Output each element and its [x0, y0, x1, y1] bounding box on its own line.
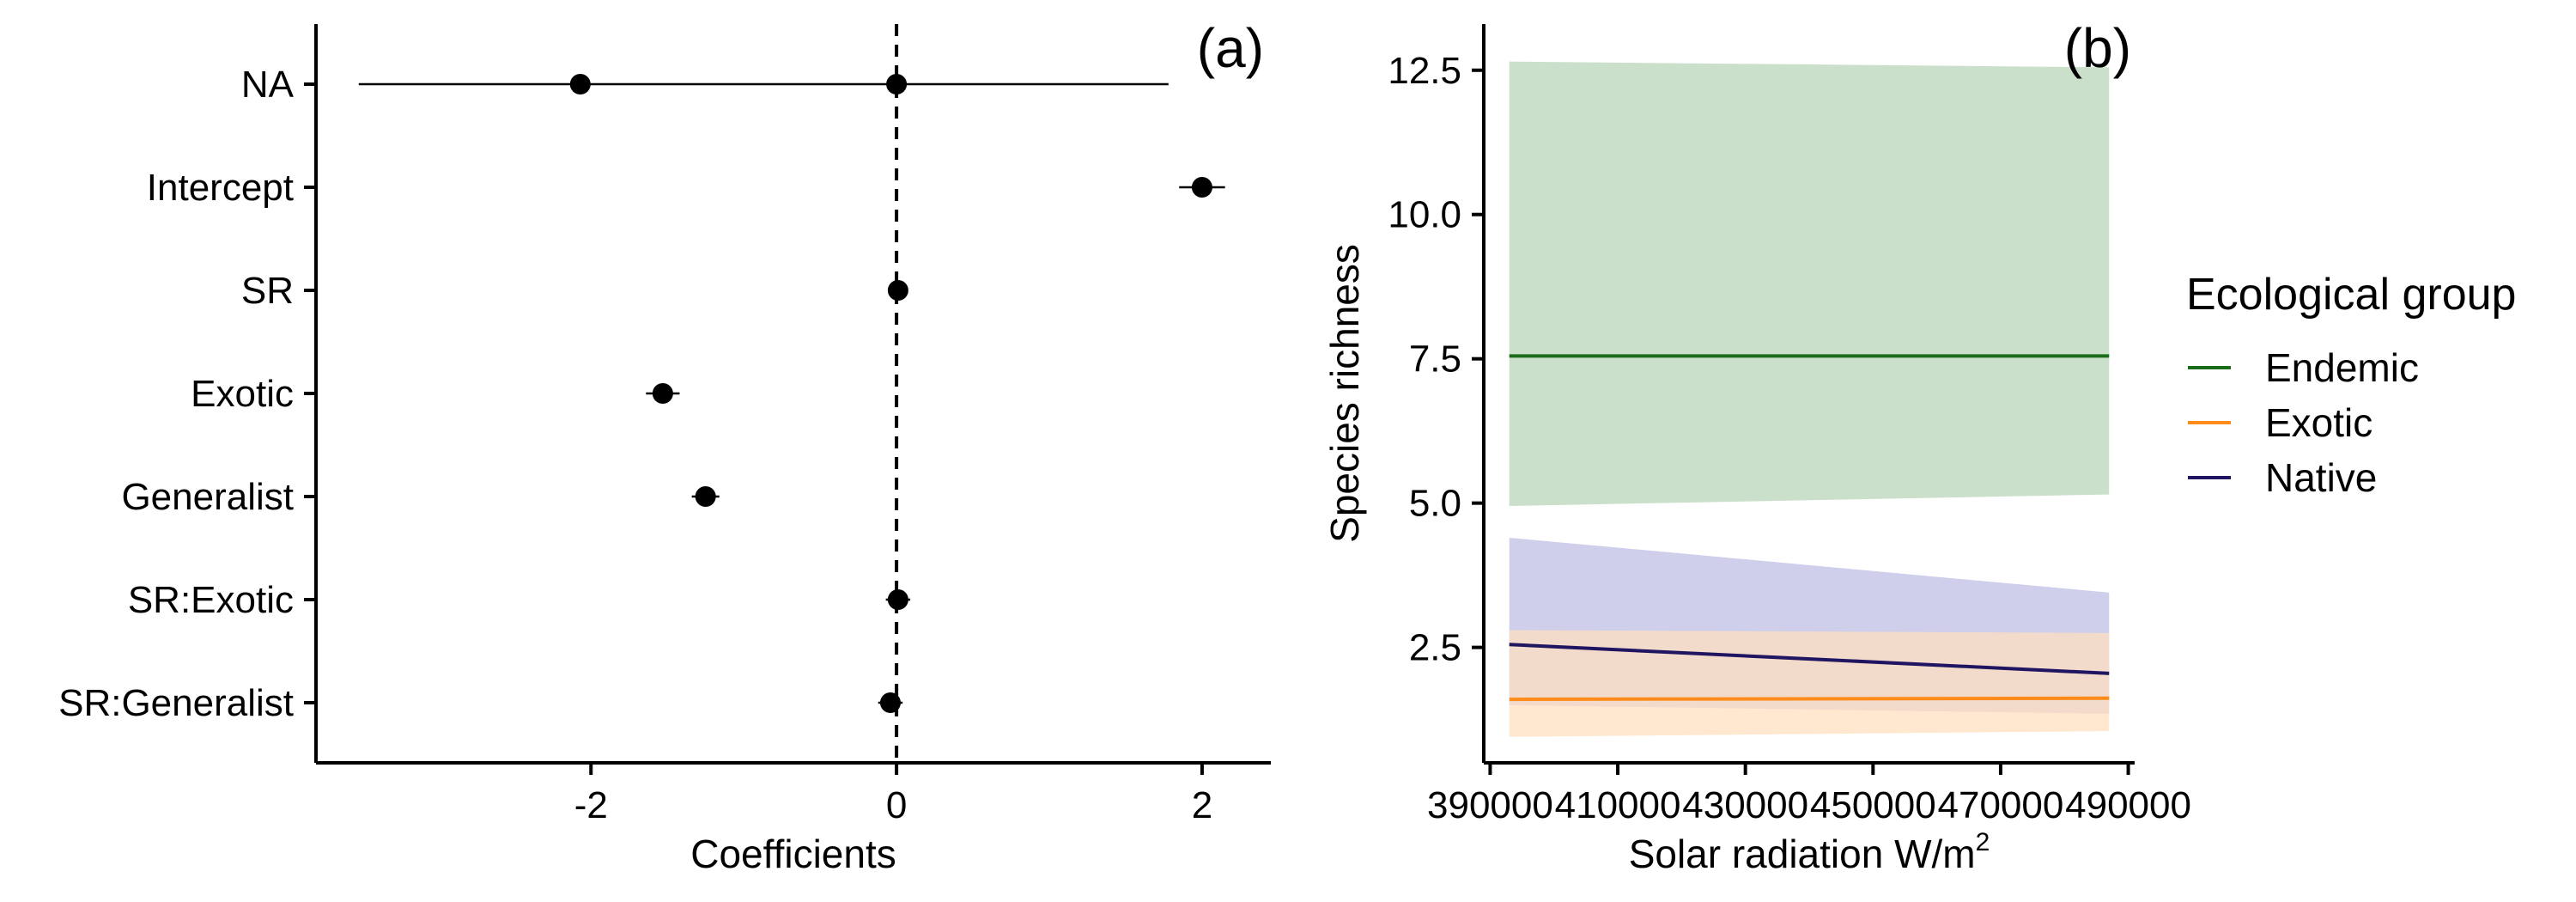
- y-tick-label: Intercept: [147, 167, 294, 209]
- x-axis-title: Solar radiation W/m2: [1629, 828, 1990, 876]
- confidence-band-endemic: [1509, 61, 2110, 507]
- y-tick-label: 2.5: [1409, 627, 1461, 669]
- coefficient-plot: NA Intercept SR Exotic Generalist SR:Exotic SR…: [58, 17, 1271, 876]
- x-tick-label: 410000: [1555, 784, 1681, 826]
- y-tick-label: SR:Generalist: [58, 682, 294, 724]
- y-tick-label: 10.0: [1388, 194, 1461, 236]
- coefficient-point: [652, 383, 673, 404]
- series-line-native: [1509, 643, 2110, 675]
- coefficient-point: [886, 74, 908, 94]
- x-tick-label: -2: [574, 784, 608, 826]
- richness-axes: 2.5 5.0 7.5 10.0 12.5 390000 410000 430000 45000…: [1388, 24, 2191, 826]
- y-tick-label: SR:Exotic: [128, 579, 294, 621]
- coefficient-point: [1191, 177, 1212, 198]
- legend-label-endemic: Endemic: [2265, 345, 2419, 390]
- x-tick-label: 450000: [1810, 784, 1936, 826]
- y-tick-label: 12.5: [1388, 50, 1461, 92]
- x-tick-label: 2: [1192, 784, 1212, 826]
- x-tick-label: 0: [886, 784, 907, 826]
- legend: Ecological group Endemic Exotic Native: [2186, 270, 2516, 500]
- coefficient-point: [695, 486, 716, 507]
- coefficient-point: [879, 692, 901, 713]
- x-tick-label: 430000: [1682, 784, 1808, 826]
- panel-tag-a: (a): [1197, 17, 1264, 79]
- y-tick-label: 7.5: [1409, 338, 1461, 381]
- x-axis-title-text: Solar radiation W/m: [1629, 832, 1976, 876]
- y-axis-title: Species richness: [1322, 244, 1367, 543]
- coefficient-point: [887, 589, 908, 610]
- x-tick-label: 390000: [1427, 784, 1553, 826]
- x-axis-title-superscript: 2: [1976, 828, 1990, 856]
- y-tick-label: SR: [241, 270, 294, 312]
- confidence-bands: [1509, 61, 2110, 737]
- x-axis-title: Coefficients: [690, 832, 896, 876]
- y-tick-label: NA: [241, 64, 295, 106]
- coefficient-marks: [358, 74, 1225, 713]
- panel-tag-b: (b): [2064, 17, 2131, 79]
- series-line-exotic: [1509, 696, 2110, 702]
- richness-plot: 2.5 5.0 7.5 10.0 12.5 390000 410000 430000 45000…: [1322, 17, 2191, 876]
- coefficient-axes: NA Intercept SR Exotic Generalist SR:Exotic SR…: [58, 24, 1271, 826]
- x-tick-label: 470000: [1938, 784, 2064, 826]
- confidence-band-exotic: [1509, 630, 2110, 737]
- legend-items: Endemic Exotic Native: [2188, 345, 2419, 500]
- x-tick-label: 490000: [2065, 784, 2191, 826]
- coefficient-point: [887, 280, 908, 301]
- y-tick-label: Exotic: [191, 373, 294, 415]
- legend-label-exotic: Exotic: [2265, 400, 2372, 445]
- legend-title: Ecological group: [2186, 270, 2516, 320]
- legend-label-native: Native: [2265, 455, 2377, 500]
- coefficient-point: [569, 74, 591, 94]
- series-lines: [1509, 354, 2110, 702]
- y-tick-label: 5.0: [1409, 483, 1461, 525]
- y-tick-label: Generalist: [121, 476, 294, 518]
